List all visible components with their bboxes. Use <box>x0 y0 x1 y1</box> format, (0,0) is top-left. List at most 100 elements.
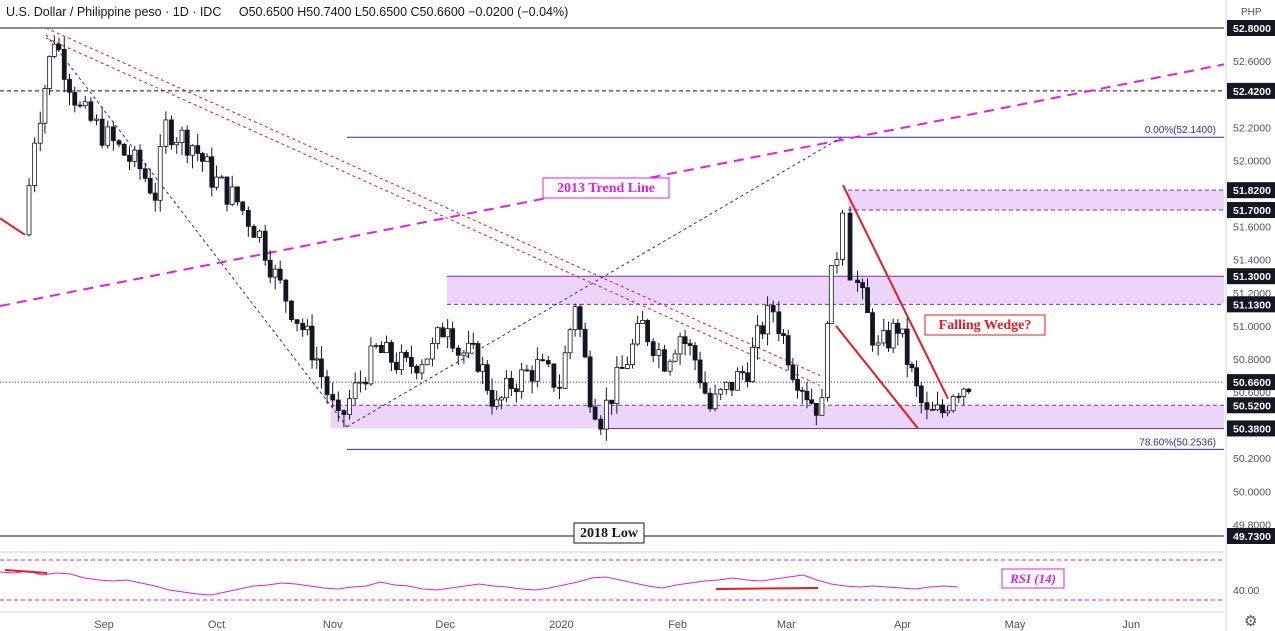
candle-down <box>300 323 306 331</box>
candle-down <box>508 377 514 390</box>
candle-up <box>519 369 525 393</box>
candle-down <box>127 154 132 162</box>
candle-up <box>656 349 662 356</box>
annotation-falling-wedge: Falling Wedge? <box>939 318 1032 333</box>
candle-down <box>847 212 853 281</box>
candle-down <box>860 282 865 289</box>
candle-down <box>687 343 693 346</box>
candle-down <box>294 319 300 324</box>
candle-down <box>267 259 273 278</box>
candle-up <box>82 101 88 107</box>
candle-up <box>881 330 887 344</box>
candle-down <box>121 143 127 156</box>
candle-down <box>918 385 924 404</box>
candle-up <box>37 122 43 144</box>
candle-up <box>961 388 967 397</box>
candle-down <box>707 392 713 410</box>
time-tick-label: Dec <box>435 619 455 631</box>
candle-down <box>619 366 625 369</box>
price-tick-label: 50.0000 <box>1233 486 1271 498</box>
candle-down <box>609 399 615 405</box>
candle-up <box>190 145 195 156</box>
candle-down <box>72 91 78 106</box>
candle-down <box>940 404 945 414</box>
candle-down <box>184 129 190 156</box>
candle-up <box>214 176 219 188</box>
candle-down <box>330 394 336 401</box>
candle-down <box>545 360 551 365</box>
price-axis: PHP49.800050.000050.200050.400050.600050… <box>1225 0 1275 631</box>
candle-down <box>760 325 765 335</box>
annotation-2018-low-box <box>573 522 645 544</box>
resistance-line-inner <box>45 37 821 386</box>
candle-up <box>157 146 163 201</box>
candle-down <box>956 395 962 398</box>
candle-down <box>414 365 420 374</box>
candle-up <box>257 230 262 238</box>
candle-up <box>179 129 185 143</box>
candle-up <box>42 88 48 124</box>
time-tick-label: Jun <box>1122 619 1140 631</box>
candle-up <box>26 185 32 236</box>
candle-down <box>61 48 67 80</box>
candle-down <box>682 336 688 344</box>
candle-down <box>56 43 62 50</box>
price-tick-label: 51.4000 <box>1233 255 1271 267</box>
candle-up <box>828 265 834 325</box>
candle-up <box>562 352 568 389</box>
candle-up <box>51 43 57 57</box>
candle-down <box>137 149 143 170</box>
candle-up <box>950 395 956 412</box>
falling-wedge-lower <box>835 325 919 430</box>
candle-up <box>94 118 99 121</box>
candle-up <box>384 342 389 354</box>
price-tick-label: 52.6000 <box>1233 56 1271 68</box>
candle-up <box>32 142 38 186</box>
candle-down <box>335 399 341 411</box>
candle-up <box>624 364 630 369</box>
candle-down <box>650 341 656 356</box>
candle-up <box>503 377 509 399</box>
time-tick-label: May <box>1005 619 1026 631</box>
candle-down <box>309 325 315 361</box>
candle-down <box>740 371 745 374</box>
candle-up <box>765 305 770 335</box>
symbol-title[interactable]: U.S. Dollar / Philippine peso · 1D · IDC <box>6 5 222 19</box>
level-badge <box>1227 202 1275 219</box>
candle-down <box>865 287 870 314</box>
candle-down <box>729 381 735 391</box>
candle-up <box>373 345 379 347</box>
candle-down <box>169 119 174 146</box>
level-badge-label: 51.1300 <box>1233 299 1271 311</box>
candle-down <box>645 320 651 343</box>
candle-down <box>540 359 546 362</box>
candle-down <box>341 410 347 415</box>
annotations: 2013 Trend Line Falling Wedge? 2018 Low <box>542 177 1046 544</box>
candle-up <box>667 360 673 372</box>
candle-down <box>200 153 205 162</box>
candle-down <box>524 369 530 372</box>
candle-up <box>466 342 471 354</box>
candle-up <box>430 343 435 360</box>
level-badge-label: 50.3800 <box>1233 423 1271 435</box>
horizontal-levels <box>0 27 1224 537</box>
rsi-tick-label: 40.00 <box>1233 585 1259 597</box>
candle-down <box>745 372 750 383</box>
annotation-2018-low: 2018 Low <box>580 526 639 541</box>
candle-down <box>404 351 409 358</box>
candle-down <box>240 201 246 211</box>
candle-down <box>904 328 910 365</box>
currency-label: PHP <box>1241 7 1262 18</box>
candle-down <box>475 343 481 372</box>
time-tick-label: 2020 <box>549 619 573 631</box>
candle-up <box>358 381 363 384</box>
candle-up <box>229 186 235 205</box>
candle-down <box>455 347 461 356</box>
candle-up <box>750 347 755 383</box>
candle-down <box>870 312 875 346</box>
level-badge-label: 52.8000 <box>1233 23 1271 35</box>
settings-gear-icon[interactable]: ⚙ <box>1244 613 1258 630</box>
candle-up <box>174 141 180 146</box>
candle-up <box>825 323 830 399</box>
